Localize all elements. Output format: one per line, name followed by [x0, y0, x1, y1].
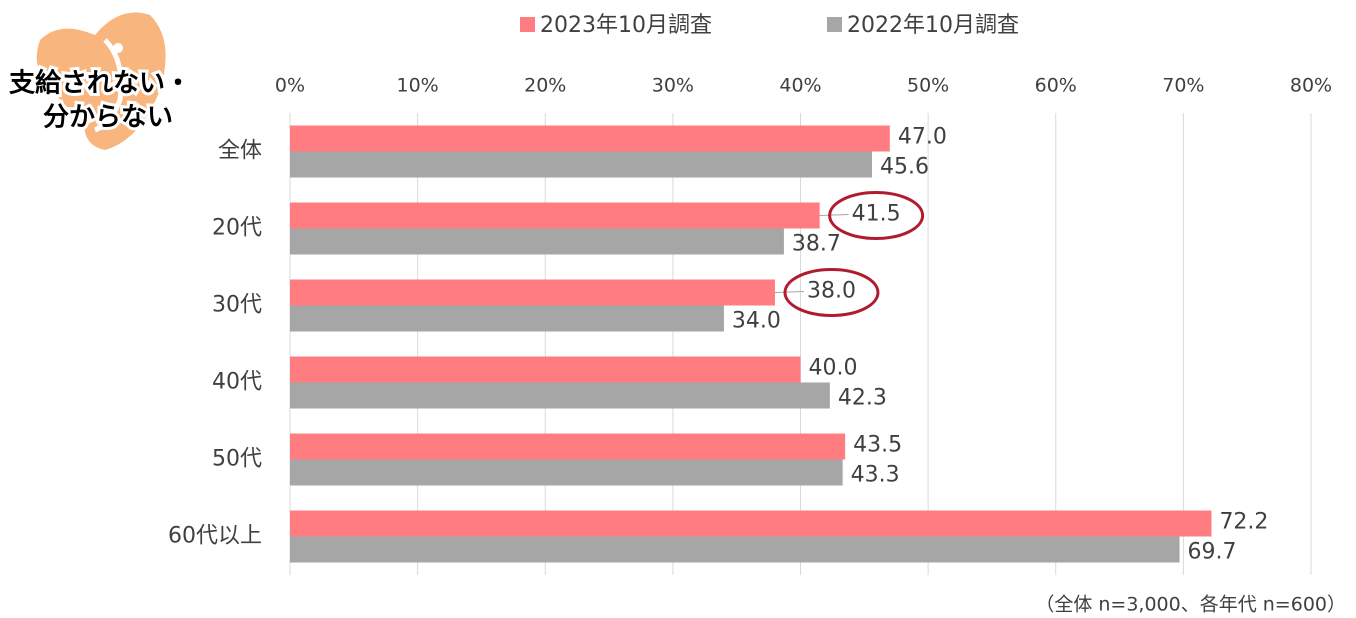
leader-line: [774, 291, 804, 293]
bar: [290, 125, 890, 152]
x-tick-label: 50%: [907, 75, 949, 97]
data-label: 69.7: [1188, 540, 1237, 565]
data-label: 43.3: [851, 463, 900, 488]
y-tick-label: 20代: [212, 216, 262, 241]
highlight-circle: [783, 268, 880, 317]
bar: [290, 202, 820, 229]
note: （全体 n=3,000、各年代 n=600）: [1035, 594, 1346, 616]
bar: [290, 459, 843, 486]
legend-swatch: [826, 17, 842, 32]
legend-label: 2023年10月調査: [540, 13, 712, 38]
data-label: 34.0: [732, 309, 781, 334]
y-tick-label: 60代以上: [168, 524, 262, 549]
y-tick-label: 40代: [212, 370, 262, 395]
data-label: 43.5: [853, 433, 902, 458]
x-tick-label: 0%: [275, 75, 305, 97]
data-label: 38.0: [807, 279, 856, 304]
bar: [290, 151, 872, 178]
bar: [290, 510, 1212, 537]
y-tick-label: 50代: [212, 447, 262, 472]
data-label: 38.7: [792, 232, 841, 257]
x-tick-label: 60%: [1035, 75, 1077, 97]
y-tick-label: 30代: [212, 293, 262, 318]
data-label: 42.3: [838, 386, 887, 411]
highlight-circle: [828, 191, 925, 240]
x-tick-label: 10%: [397, 75, 439, 97]
legend-swatch: [520, 17, 535, 32]
data-label: 41.5: [852, 202, 901, 227]
x-tick-label: 20%: [524, 75, 566, 97]
title-line: 分からない: [43, 103, 173, 133]
x-tick-label: 40%: [779, 75, 821, 97]
leader-line: [819, 214, 849, 216]
data-label: 47.0: [898, 125, 947, 150]
data-label: 72.2: [1219, 510, 1268, 535]
data-label: 40.0: [809, 356, 858, 381]
bar: [290, 382, 830, 409]
title-line: 支給されない・: [9, 68, 191, 99]
bar: [290, 356, 801, 383]
x-tick-label: 80%: [1290, 75, 1332, 97]
x-tick-label: 70%: [1162, 75, 1204, 97]
y-tick-label: 全体: [218, 139, 262, 164]
bar: [290, 228, 784, 255]
data-label: 45.6: [880, 155, 929, 180]
legend-label: 2022年10月調査: [847, 13, 1019, 38]
bar: [290, 279, 775, 306]
bar: [290, 305, 724, 332]
x-tick-label: 30%: [652, 75, 694, 97]
bar: [290, 433, 846, 460]
badge-icon: [36, 12, 166, 150]
bar: [290, 536, 1180, 563]
